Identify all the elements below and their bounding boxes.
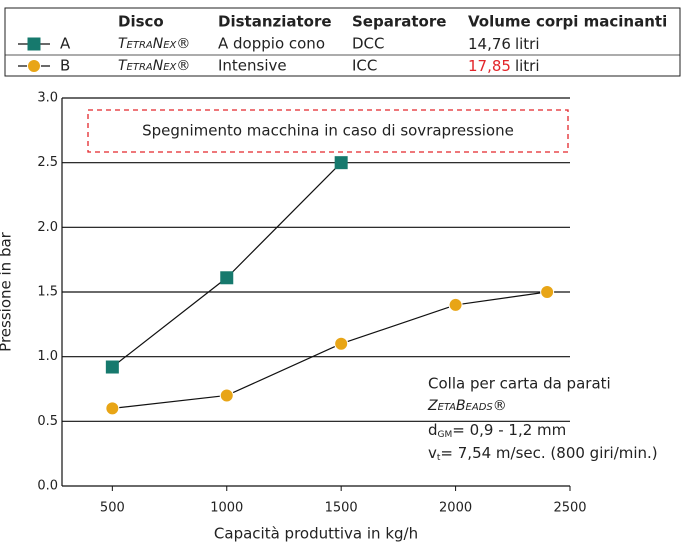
unit: litri [515, 35, 540, 53]
note: vt= 7,54 m/sec. (800 giri/min.) [428, 444, 658, 463]
x-tick-label: 2500 [553, 501, 586, 516]
legend-cell: 17,85 litri [468, 57, 540, 75]
legend-header: Volume corpi macinanti [468, 13, 667, 31]
marker [220, 271, 234, 285]
y-tick-label: 1.0 [37, 349, 58, 364]
marker [540, 285, 555, 299]
x-tick-label: 1500 [325, 501, 358, 516]
marker [334, 156, 348, 170]
note: Colla per carta da parati [428, 375, 611, 393]
y-tick-label: 2.5 [37, 155, 58, 170]
marker [27, 59, 41, 73]
y-tick-label: 1.5 [37, 285, 58, 300]
volume: 17,85 [468, 57, 511, 75]
note: dGM= 0,9 - 1,2 mm [428, 421, 566, 440]
legend-header: Separatore [352, 13, 446, 31]
y-tick-label: 2.0 [37, 220, 58, 235]
legend-header: Distanziatore [218, 13, 332, 31]
marker [27, 37, 41, 51]
marker [334, 336, 349, 351]
legend-cell: TetraNex® [118, 36, 190, 52]
marker [448, 297, 463, 312]
legend-cell: 14,76 litri [468, 35, 540, 53]
legend-label: B [60, 57, 70, 75]
series-line [111, 162, 342, 368]
legend-cell: A doppio cono [218, 35, 325, 53]
legend-label: A [60, 35, 71, 53]
marker [105, 401, 120, 416]
y-axis-label: Pressione in bar [0, 231, 15, 351]
legend-cell: Intensive [218, 57, 287, 75]
x-tick-label: 2000 [439, 501, 472, 516]
legend-cell: ICC [352, 57, 377, 75]
y-tick-label: 0.5 [37, 414, 58, 429]
marker [219, 388, 234, 403]
x-tick-label: 1000 [210, 501, 243, 516]
warning-text: Spegnimento macchina in caso di sovrapre… [142, 122, 514, 140]
unit: litri [515, 57, 540, 75]
x-axis-label: Capacità produttiva in kg/h [214, 525, 418, 543]
legend-box [4, 7, 681, 77]
x-tick-label: 500 [100, 501, 125, 516]
legend-header: Disco [118, 13, 164, 31]
marker [105, 360, 119, 374]
legend-cell: TetraNex® [118, 58, 190, 74]
volume: 14,76 [468, 35, 511, 53]
y-tick-label: 0.0 [37, 479, 58, 494]
y-tick-label: 3.0 [37, 91, 58, 106]
note: ZetaBeads® [427, 398, 507, 414]
legend-cell: DCC [352, 35, 385, 53]
